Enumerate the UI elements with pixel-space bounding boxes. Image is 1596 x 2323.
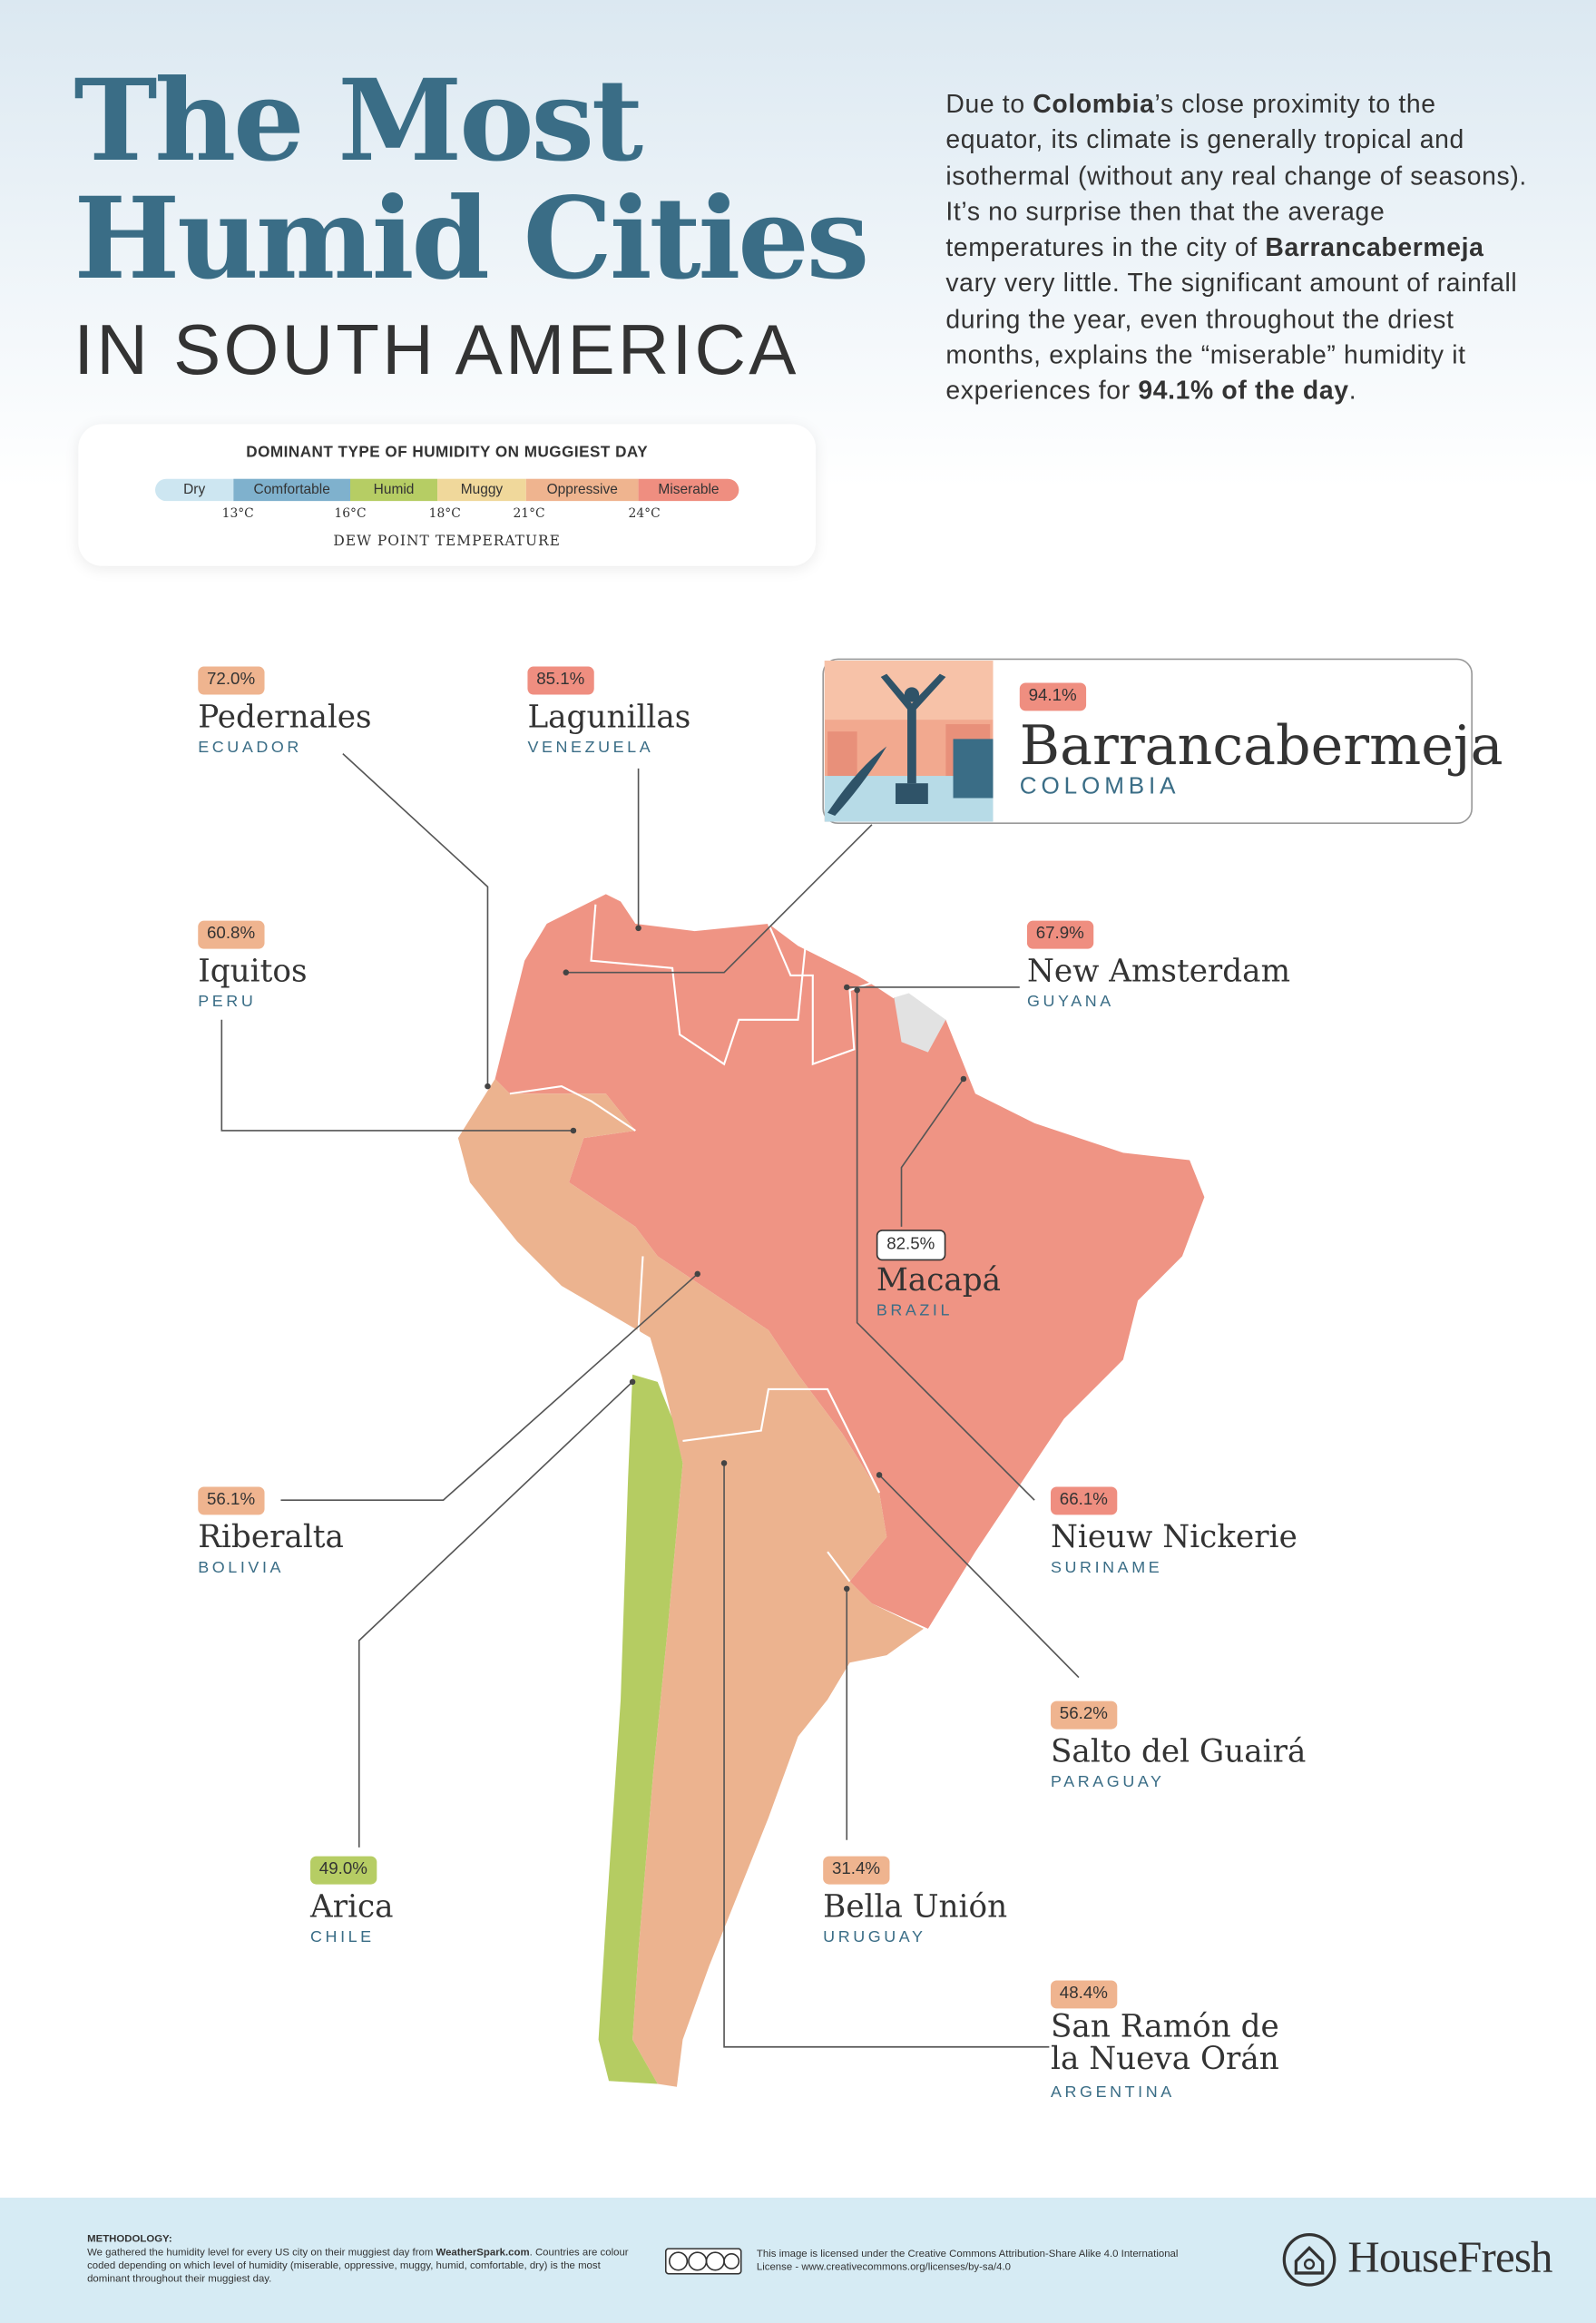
text: 94.1% of the day	[1138, 376, 1349, 406]
city-name: Barrancabermeja	[1019, 713, 1503, 778]
city-name: New Amsterdam	[1026, 953, 1291, 989]
city-name: Riberalta	[198, 1519, 344, 1555]
percent-badge: 67.9%	[1026, 920, 1093, 949]
country-name: ECUADOR	[198, 739, 302, 757]
country-name: VENEZUELA	[527, 739, 654, 757]
city-name: Arica	[310, 1888, 394, 1925]
percent-badge: 85.1%	[527, 666, 594, 695]
city-name: Iquitos	[198, 953, 308, 989]
featured-illustration	[824, 661, 994, 822]
no-data-region	[894, 993, 946, 1053]
country-name: URUGUAY	[823, 1928, 926, 1946]
country-name: ARGENTINA	[1051, 2083, 1175, 2102]
city-name: Lagunillas	[527, 699, 691, 735]
legend: DOMINANT TYPE OF HUMIDITY ON MUGGIEST DA…	[78, 424, 817, 566]
percent-badge: 66.1%	[1051, 1486, 1117, 1515]
legend-axis-label: DEW POINT TEMPERATURE	[333, 533, 561, 550]
text: We gathered the humidity level for every…	[87, 2248, 436, 2259]
percent-badge: 56.1%	[198, 1486, 264, 1515]
text: . Countries are colour coded depending o…	[87, 2248, 629, 2285]
miserable-region	[494, 894, 1205, 1629]
city-name: Salto del Guairá	[1051, 1733, 1307, 1769]
intro-text: Due to Colombia’s close proximity to the…	[945, 85, 1536, 408]
title-line: The Most	[73, 54, 643, 187]
text: Due to	[945, 88, 1033, 119]
callout-lines	[220, 753, 1080, 2048]
city-name: Macapá	[876, 1261, 1002, 1298]
city-name: Bella Unión	[823, 1888, 1008, 1925]
percent-badge: 60.8%	[198, 920, 264, 949]
legend-swatch: Oppressive	[525, 478, 639, 502]
text: .	[1348, 376, 1357, 406]
methodology-title: METHODOLOGY:	[87, 2234, 172, 2245]
percent-badge: 48.4%	[1051, 1980, 1117, 2009]
legend-swatch: Comfortable	[233, 478, 351, 502]
title-line: Humid Cities	[73, 172, 869, 305]
country-name: COLOMBIA	[1019, 774, 1180, 800]
borders	[509, 904, 895, 1583]
legend-title: DOMINANT TYPE OF HUMIDITY ON MUGGIEST DA…	[246, 443, 649, 462]
brand: HouseFresh	[1347, 2232, 1552, 2282]
country-name: GUYANA	[1026, 993, 1114, 1012]
country-name: BOLIVIA	[198, 1559, 285, 1577]
cc-badge	[664, 2248, 742, 2275]
city-name: Nieuw Nickerie	[1051, 1519, 1297, 1555]
country-name: PERU	[198, 993, 257, 1012]
legend-tick-label: 21°C	[513, 506, 545, 522]
text: Barrancabermeja	[1265, 232, 1484, 262]
percent-badge: 31.4%	[823, 1856, 889, 1885]
text: vary very little. The significant amount…	[945, 268, 1518, 406]
country-name: SURINAME	[1051, 1559, 1163, 1577]
legend-tick-label: 13°C	[221, 506, 254, 522]
legend-swatch: Muggy	[437, 478, 526, 502]
legend-swatch: Humid	[350, 478, 438, 502]
subtitle: IN SOUTH AMERICA	[73, 311, 799, 390]
percent-badge: 56.2%	[1051, 1701, 1117, 1730]
city-dots	[485, 925, 967, 1593]
country-name: CHILE	[310, 1928, 375, 1946]
text: Colombia	[1033, 88, 1155, 119]
text: WeatherSpark.com	[436, 2248, 530, 2259]
percent-badge: 49.0%	[310, 1856, 377, 1885]
country-name: BRAZIL	[876, 1301, 954, 1320]
license: This image is licensed under the Creativ…	[756, 2249, 1179, 2273]
humid-region	[598, 1374, 683, 2084]
percent-badge: 94.1%	[1019, 682, 1086, 711]
oppressive-region	[457, 1078, 924, 2087]
percent-badge: 82.5%	[876, 1230, 945, 1261]
country-name: PARAGUAY	[1051, 1773, 1165, 1791]
methodology: METHODOLOGY: We gathered the humidity le…	[87, 2233, 634, 2287]
city-name: Pedernales	[198, 699, 372, 735]
text: ’s close proximity to the equator, its c…	[945, 88, 1527, 262]
city-name: San Ramón de la Nueva Orán	[1051, 2008, 1279, 2077]
legend-tick-label: 18°C	[428, 506, 461, 522]
footer: METHODOLOGY: We gathered the humidity le…	[0, 2197, 1596, 2323]
legend-tick-label: 24°C	[628, 506, 661, 522]
brand-logo	[1282, 2232, 1337, 2287]
percent-badge: 72.0%	[198, 666, 264, 695]
legend-swatch: Miserable	[638, 478, 739, 502]
legend-tick-label: 16°C	[334, 506, 367, 522]
legend-swatch: Dry	[155, 478, 234, 502]
